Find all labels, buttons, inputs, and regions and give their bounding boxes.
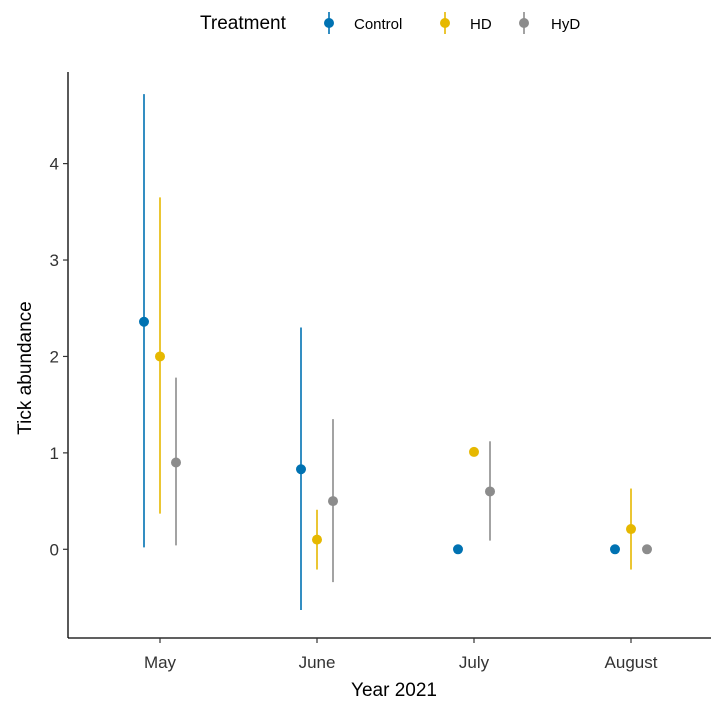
data-point xyxy=(469,446,479,457)
legend-key-point xyxy=(324,18,334,28)
x-axis-title: Year 2021 xyxy=(351,680,437,701)
data-point xyxy=(139,316,149,327)
y-ticks: 0 1 2 3 4 xyxy=(50,155,68,559)
series-layer xyxy=(139,94,652,611)
x-tick-label: July xyxy=(459,653,490,672)
legend-items: Control HD HyD xyxy=(324,12,580,34)
y-tick-label: 4 xyxy=(50,155,59,174)
y-axis-title: Tick abundance xyxy=(15,301,36,434)
legend-label: HD xyxy=(470,16,492,33)
y-tick-label: 2 xyxy=(50,347,59,366)
x-tick-label: June xyxy=(299,653,336,672)
data-point xyxy=(296,464,306,475)
data-point xyxy=(626,524,636,535)
legend-label: HyD xyxy=(551,16,580,33)
legend-label: Control xyxy=(354,16,402,33)
legend-key-control xyxy=(324,12,334,34)
data-point xyxy=(610,544,620,555)
data-point xyxy=(485,486,495,497)
data-point xyxy=(453,544,463,555)
legend-key-point xyxy=(519,18,529,28)
legend-title: Treatment xyxy=(200,13,287,34)
data-point xyxy=(328,496,338,507)
legend-key-hd xyxy=(440,12,450,34)
y-tick-label: 0 xyxy=(50,540,59,559)
data-point xyxy=(171,457,181,468)
series-hd xyxy=(155,197,636,570)
x-tick-label: May xyxy=(144,653,177,672)
x-tick-label: August xyxy=(605,653,658,672)
legend-key-point xyxy=(440,18,450,28)
data-point xyxy=(642,544,652,555)
y-tick-label: 3 xyxy=(50,251,59,270)
legend: Treatment Control HD HyD xyxy=(200,12,580,34)
series-control xyxy=(139,94,620,611)
x-ticks: May June July August xyxy=(144,638,658,672)
y-tick-label: 1 xyxy=(50,444,59,463)
plot-area: 0 1 2 3 4 May June July August xyxy=(50,72,711,672)
series-hyd xyxy=(171,377,652,583)
legend-key-hyd xyxy=(519,12,529,34)
data-point xyxy=(312,534,322,545)
data-point xyxy=(155,351,165,362)
